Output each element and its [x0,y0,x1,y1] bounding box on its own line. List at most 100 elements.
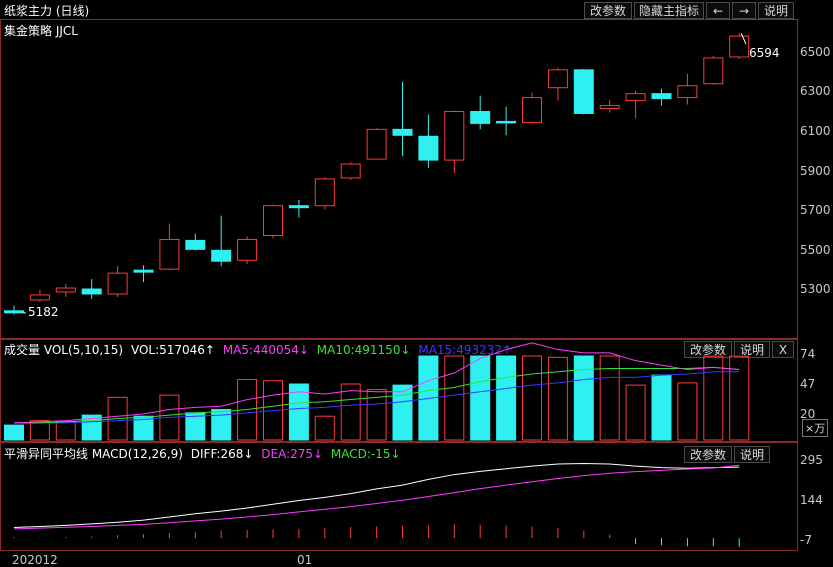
volume-ma10-line [14,366,740,424]
volume-close-button[interactable]: X [772,341,794,358]
volume-bar [625,384,646,441]
volume-bar [522,355,542,441]
window-title: 纸浆主力 (日线) [4,4,90,18]
candle-body [496,120,517,124]
scroll-right-button[interactable]: → [732,2,756,19]
candle-body [314,178,335,207]
change-params-button[interactable]: 改参数 [584,2,632,19]
volume-bar [392,384,413,441]
hide-main-indicator-button[interactable]: 隐藏主指标 [634,2,704,19]
first-low-label: 5182 [28,305,59,319]
macd-change-params-button[interactable]: 改参数 [684,446,732,463]
volume-bar [573,355,594,441]
x-label-202012: 202012 [12,553,58,567]
candle-body [55,287,76,293]
y-tick-6500: 6500 [800,45,831,59]
volume-bar [29,420,50,441]
macd-diff: DIFF:268↓ [190,447,254,461]
candle-body [159,238,180,270]
y-tick-5500: 5500 [800,243,831,257]
volume-bar [496,355,517,441]
candle-body [263,205,283,236]
candle-body [470,111,491,124]
macd-tick-minus7: -7 [800,533,812,547]
y-tick-5700: 5700 [800,203,831,217]
volume-ma15: MA15:493232↑ [418,343,513,357]
volume-ma15-line [14,371,740,424]
candle-body [703,57,724,85]
candle-body [211,249,232,262]
candle-body [29,294,50,301]
main-chart-pane[interactable] [0,19,798,339]
candle-body [729,35,750,58]
vol-tick-74: 74 [800,347,816,361]
main-chart-subtitle: 集金策略 JJCL [4,24,78,38]
volume-bar [314,415,335,441]
volume-help-button[interactable]: 说明 [734,341,770,358]
candle-body [288,205,309,209]
candle-body [418,135,439,161]
vol-tick-20: 20 [800,407,816,421]
volume-title: 成交量 VOL(5,10,15) VOL:517046↑ MA5:440054↓… [4,341,512,358]
arrow-left-icon: ← [712,4,724,18]
volume-bar [288,383,309,441]
y-tick-6300: 6300 [800,84,831,98]
macd-pane[interactable] [0,442,798,551]
macd-indicator-name: 平滑异同平均线 MACD(12,26,9) [4,447,183,461]
volume-change-params-button[interactable]: 改参数 [684,341,732,358]
macd-tick-295: 295 [800,453,823,467]
candle-body [599,105,620,110]
candle-body [340,163,361,179]
x-label-01: 01 [297,553,313,567]
volume-bar [444,355,465,441]
macd-help-button[interactable]: 说明 [734,446,770,463]
volume-bar [211,409,232,441]
candle-body [522,97,542,123]
macd-dea: DEA:275↓ [261,447,324,461]
volume-bar [366,389,387,441]
scroll-left-button[interactable]: ← [706,2,730,19]
volume-indicator-name: 成交量 VOL(5,10,15) [4,343,124,357]
candle-body [366,128,387,160]
candle-body [625,93,646,102]
candle-body [107,272,128,295]
candle-body [237,238,258,261]
volume-bar [107,396,128,441]
y-tick-6100: 6100 [800,124,831,138]
last-price-label: 6594 [749,46,780,60]
arrow-right-icon: → [738,4,750,18]
candle-body [444,111,465,161]
volume-bar [237,379,258,441]
macd-title: 平滑异同平均线 MACD(12,26,9) DIFF:268↓ DEA:275↓… [4,445,401,462]
volume-bar [4,424,24,441]
candle-body [677,85,698,99]
volume-bar [133,415,154,441]
volume-bar [599,355,620,441]
y-tick-5300: 5300 [800,282,831,296]
vol-tick-47: 47 [800,377,816,391]
macd-diff-line [13,462,740,529]
volume-bar [729,355,750,441]
volume-bar [55,421,76,441]
volume-value: VOL:517046↑ [130,343,215,357]
y-tick-5900: 5900 [800,164,831,178]
candle-body [547,69,568,89]
volume-unit-label: ×万 [802,419,829,437]
volume-pane[interactable] [0,339,798,442]
candle-body [133,269,154,273]
volume-bar [159,394,180,441]
macd-tick-144: 144 [800,493,823,507]
help-button[interactable]: 说明 [758,2,794,19]
volume-ma10: MA10:491150↓ [316,343,411,357]
volume-bar [651,374,672,441]
volume-bar [703,355,724,441]
volume-ma5-line [13,342,740,424]
high-label-pointer [740,33,747,45]
volume-bar [340,383,361,441]
candle-body [185,239,206,250]
macd-value: MACD:-15↓ [330,447,401,461]
candle-body [651,93,672,100]
macd-dea-line [13,464,740,530]
candle-body [392,128,413,136]
